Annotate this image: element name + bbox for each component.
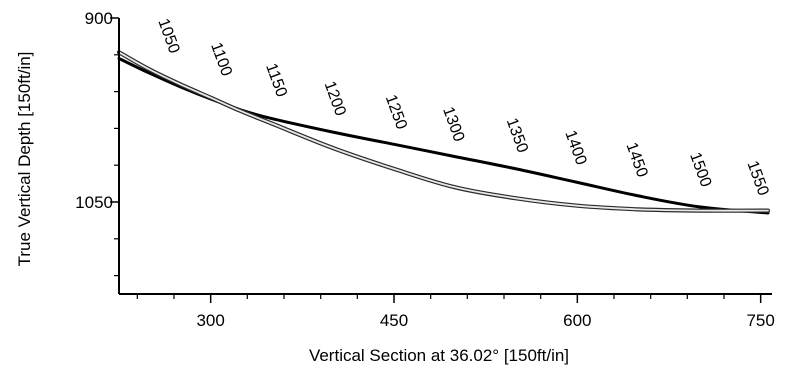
measured-depth-label: 1050	[154, 16, 182, 55]
x-axis-title: Vertical Section at 36.02° [150ft/in]	[309, 346, 569, 365]
series-line-outline-2	[116, 50, 771, 213]
series-line-inner-2	[118, 51, 769, 212]
y-tick-label: 900	[85, 9, 113, 28]
ticks: 300 450 600 750 900 1050	[75, 9, 775, 330]
x-tick-label: 450	[380, 311, 408, 330]
measured-depth-label: 1200	[321, 79, 349, 118]
measured-depth-label: 1350	[503, 116, 531, 155]
measured-depth-label: 1250	[382, 93, 410, 132]
x-tick-label: 600	[563, 311, 591, 330]
measured-depth-label: 1150	[262, 61, 290, 99]
y-tick-label: 1050	[75, 193, 113, 212]
measured-depth-label: 1450	[622, 140, 650, 179]
measured-depth-label: 1500	[686, 150, 714, 189]
x-tick-label: 300	[196, 311, 224, 330]
axes	[118, 18, 772, 295]
x-tick-label: 750	[746, 311, 774, 330]
series-line-1	[117, 57, 770, 215]
measured-depth-label: 1400	[561, 128, 589, 167]
measured-depth-label: 1300	[439, 105, 467, 144]
y-axis-title: True Vertical Depth [150ft/in]	[15, 52, 34, 267]
measured-depth-label: 1550	[743, 159, 771, 198]
measured-depth-label: 1100	[207, 40, 235, 78]
measured-depth-labels: 1050 1100 1150 1200 1250 1300 1350 1400 1450 1500…	[154, 16, 771, 198]
plot-lines	[116, 50, 771, 215]
